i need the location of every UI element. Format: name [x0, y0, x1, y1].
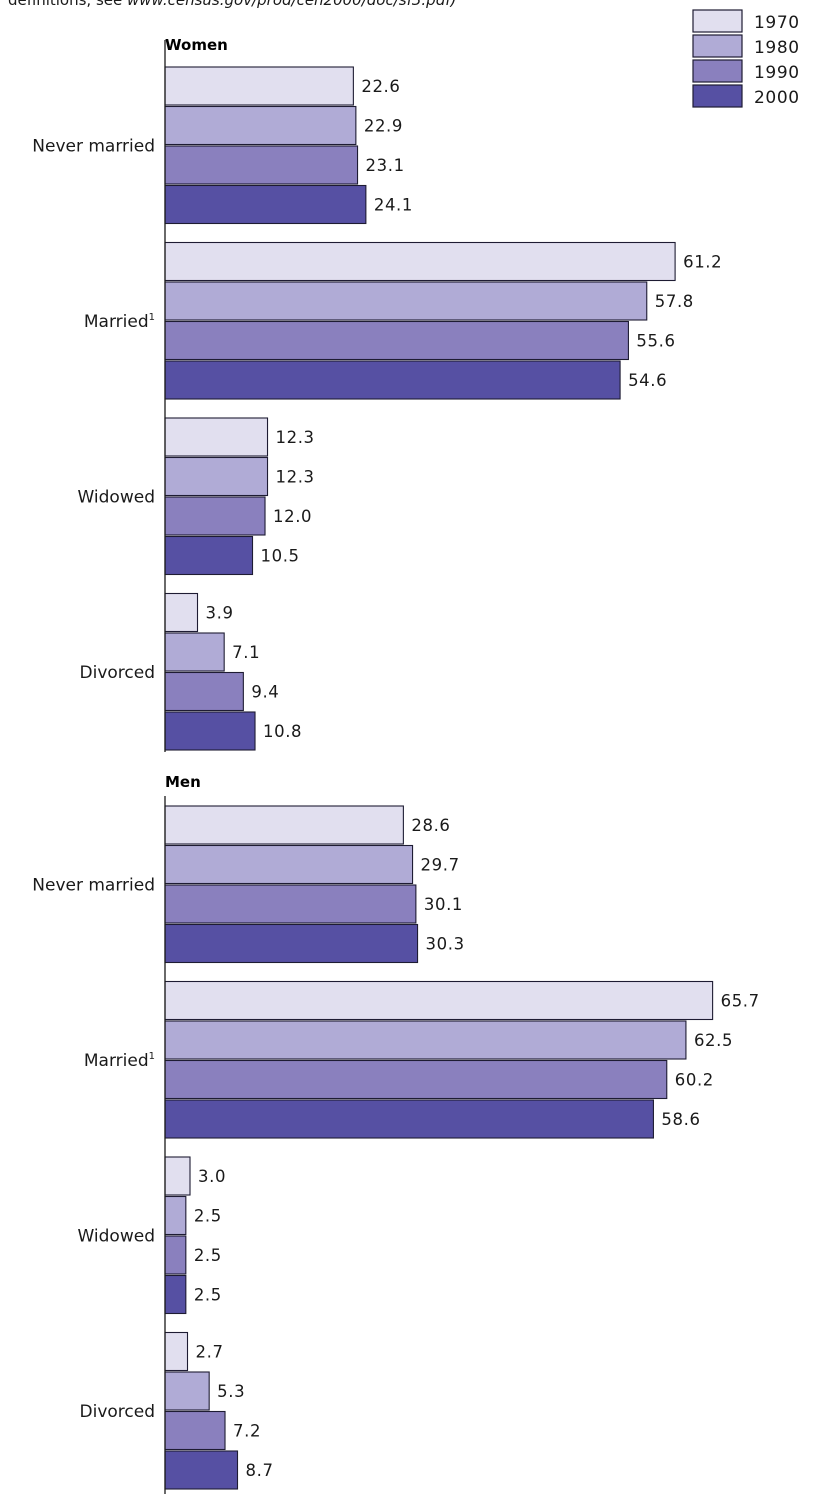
data-label: 23.1 [366, 156, 405, 175]
data-label: 30.3 [426, 935, 465, 954]
legend-swatch-1990 [692, 59, 743, 83]
data-label: 29.7 [421, 856, 460, 875]
legend-label-2000: 2000 [754, 88, 800, 108]
bar-men-divorced-2000 [164, 1450, 239, 1490]
header-prefix: definitions, see [8, 0, 127, 9]
data-label: 65.7 [721, 992, 760, 1011]
data-label: 22.6 [361, 77, 400, 96]
data-label: 3.0 [198, 1167, 226, 1186]
category-label-widowed: Widowed [77, 487, 155, 507]
data-label: 8.7 [246, 1461, 274, 1480]
bar-women-widowed-1970 [164, 417, 269, 457]
data-label: 9.4 [251, 683, 279, 702]
data-label: 30.1 [424, 895, 463, 914]
data-label: 2.5 [194, 1286, 222, 1305]
bar-men-widowed-1990 [164, 1235, 187, 1275]
data-label: 57.8 [655, 292, 694, 311]
data-label: 3.9 [206, 604, 234, 623]
bar-women-divorced-1970 [164, 592, 199, 633]
data-label: 2.7 [196, 1343, 224, 1362]
category-label-never-married: Never married [32, 136, 155, 156]
data-label: 55.6 [636, 332, 675, 351]
bar-women-married-1970 [164, 241, 676, 282]
bar-women-never-married-1970 [164, 66, 354, 106]
legend: 1970 1980 1990 2000 [692, 9, 800, 108]
bar-women-widowed-1980 [164, 456, 269, 497]
data-label: 10.5 [261, 547, 300, 566]
data-label: 58.6 [661, 1110, 700, 1129]
legend-swatch-1970 [692, 9, 743, 33]
bar-women-divorced-1990 [164, 671, 244, 712]
data-label: 7.2 [233, 1422, 261, 1441]
bar-men-widowed-2000 [164, 1274, 187, 1315]
bar-men-never-married-2000 [164, 923, 419, 964]
bar-men-divorced-1970 [164, 1331, 189, 1372]
source-link[interactable]: www.census.gov/prod/cen2000/doc/sf3.pdf) [127, 0, 457, 9]
bar-women-married-1980 [164, 281, 648, 321]
bar-women-divorced-1980 [164, 632, 225, 672]
data-label: 12.3 [276, 428, 315, 447]
legend-label-1990: 1990 [754, 63, 800, 83]
data-label: 10.8 [263, 722, 302, 741]
bar-men-divorced-1980 [164, 1371, 210, 1411]
data-label: 61.2 [683, 253, 722, 272]
bar-women-married-2000 [164, 360, 621, 400]
data-label: 60.2 [675, 1071, 714, 1090]
bar-men-widowed-1970 [164, 1156, 191, 1196]
category-label-divorced: Divorced [80, 1402, 156, 1422]
bar-women-widowed-2000 [164, 535, 254, 576]
bar-women-never-married-1990 [164, 145, 359, 185]
legend-swatch-2000 [692, 84, 743, 108]
bar-women-never-married-2000 [164, 184, 367, 225]
category-label-widowed: Widowed [77, 1226, 155, 1246]
data-label: 5.3 [217, 1382, 245, 1401]
legend-swatch-1980 [692, 34, 743, 58]
data-label: 12.3 [276, 468, 315, 487]
bar-men-never-married-1990 [164, 884, 417, 924]
chart-panels: Women Never married 22.6 22.9 23.1 24.1 Marrie… [32, 36, 759, 1494]
data-label: 2.5 [194, 1246, 222, 1265]
panel-women: Women Never married 22.6 22.9 23.1 24.1 Marrie… [32, 36, 722, 752]
bar-women-widowed-1990 [164, 496, 266, 536]
panel-men: Men Never married 28.6 29.7 30.1 30.3 Married1… [32, 773, 759, 1494]
data-label: 62.5 [694, 1031, 733, 1050]
bar-men-never-married-1980 [164, 844, 414, 885]
header-text: definitions, see www.census.gov/prod/cen… [8, 0, 456, 9]
bar-women-married-1990 [164, 320, 629, 361]
bar-men-married-1970 [164, 980, 714, 1021]
data-label: 22.9 [364, 117, 403, 136]
bar-men-married-1980 [164, 1020, 687, 1060]
panel-title: Women [165, 36, 228, 54]
category-label-married: Married1 [84, 1051, 155, 1071]
footnote-marker: 1 [149, 312, 155, 323]
bar-men-married-1990 [164, 1059, 668, 1100]
bar-men-widowed-1980 [164, 1195, 187, 1236]
bar-men-married-2000 [164, 1099, 654, 1139]
data-label: 54.6 [628, 371, 667, 390]
legend-label-1980: 1980 [754, 38, 800, 58]
footnote-marker: 1 [149, 1051, 155, 1062]
data-label: 28.6 [411, 816, 450, 835]
panel-title: Men [165, 773, 201, 791]
data-label: 24.1 [374, 196, 413, 215]
category-label-divorced: Divorced [80, 663, 156, 683]
bar-women-divorced-2000 [164, 711, 256, 751]
legend-label-1970: 1970 [754, 13, 800, 33]
category-label-married: Married1 [84, 312, 155, 332]
bar-men-never-married-1970 [164, 805, 404, 845]
bar-women-never-married-1980 [164, 105, 357, 146]
data-label: 2.5 [194, 1207, 222, 1226]
category-label-never-married: Never married [32, 875, 155, 895]
data-label: 7.1 [232, 643, 260, 662]
bar-men-divorced-1990 [164, 1410, 226, 1451]
data-label: 12.0 [273, 507, 312, 526]
